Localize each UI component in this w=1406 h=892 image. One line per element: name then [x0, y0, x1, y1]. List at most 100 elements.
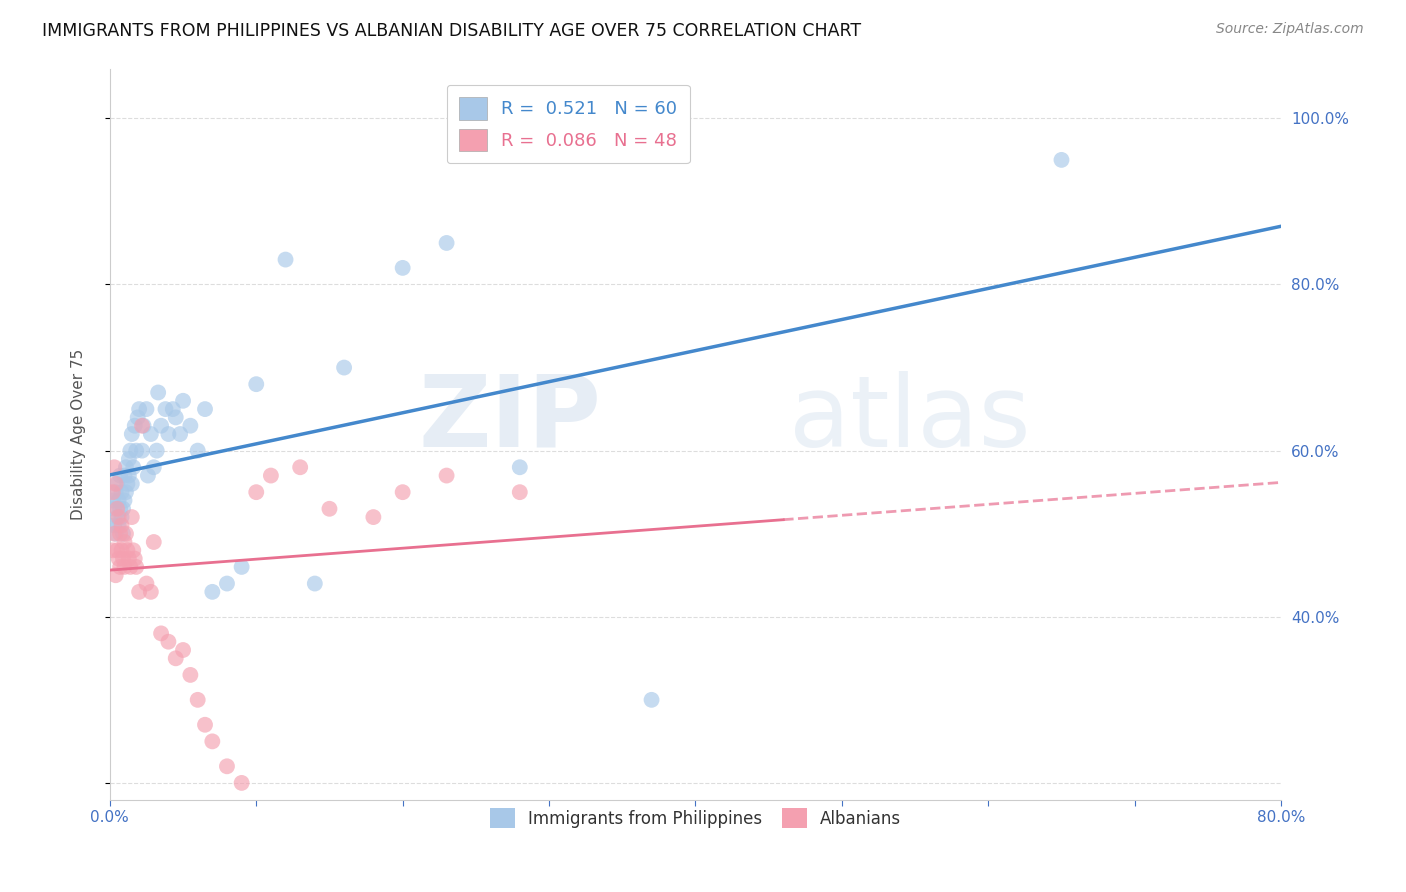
- Point: [157, 427, 180, 442]
- Point: [115, 485, 138, 500]
- Point: [114, 493, 136, 508]
- Point: [194, 402, 217, 417]
- Point: [122, 543, 145, 558]
- Point: [333, 360, 356, 375]
- Point: [157, 634, 180, 648]
- Point: [172, 643, 194, 657]
- Point: [509, 460, 531, 475]
- Point: [107, 510, 129, 524]
- Point: [215, 576, 238, 591]
- Point: [104, 568, 127, 582]
- Point: [118, 452, 141, 467]
- Point: [179, 668, 201, 682]
- Point: [640, 693, 662, 707]
- Point: [201, 734, 224, 748]
- Point: [363, 510, 385, 524]
- Text: atlas: atlas: [789, 371, 1031, 468]
- Point: [110, 543, 132, 558]
- Point: [121, 476, 143, 491]
- Point: [108, 468, 131, 483]
- Point: [110, 485, 132, 500]
- Point: [114, 468, 136, 483]
- Point: [1050, 153, 1073, 167]
- Point: [131, 418, 153, 433]
- Point: [132, 418, 155, 433]
- Point: [155, 402, 177, 417]
- Point: [194, 718, 217, 732]
- Y-axis label: Disability Age Over 75: Disability Age Over 75: [72, 349, 86, 520]
- Point: [103, 460, 125, 475]
- Point: [108, 560, 131, 574]
- Point: [165, 410, 187, 425]
- Point: [104, 485, 127, 500]
- Point: [274, 252, 297, 267]
- Point: [288, 460, 311, 475]
- Point: [120, 443, 142, 458]
- Point: [108, 526, 131, 541]
- Point: [135, 576, 157, 591]
- Point: [117, 543, 139, 558]
- Point: [172, 393, 194, 408]
- Point: [145, 443, 167, 458]
- Point: [124, 418, 146, 433]
- Point: [114, 535, 136, 549]
- Point: [115, 526, 138, 541]
- Point: [127, 410, 149, 425]
- Point: [128, 585, 150, 599]
- Point: [187, 693, 209, 707]
- Point: [101, 493, 124, 508]
- Point: [139, 585, 162, 599]
- Point: [105, 501, 128, 516]
- Point: [107, 551, 129, 566]
- Point: [136, 468, 159, 483]
- Text: Source: ZipAtlas.com: Source: ZipAtlas.com: [1216, 22, 1364, 37]
- Point: [436, 468, 458, 483]
- Text: IMMIGRANTS FROM PHILIPPINES VS ALBANIAN DISABILITY AGE OVER 75 CORRELATION CHART: IMMIGRANTS FROM PHILIPPINES VS ALBANIAN …: [42, 22, 862, 40]
- Point: [117, 476, 139, 491]
- Point: [101, 485, 124, 500]
- Point: [112, 551, 135, 566]
- Point: [169, 427, 191, 442]
- Point: [304, 576, 326, 591]
- Point: [107, 493, 129, 508]
- Point: [165, 651, 187, 665]
- Point: [121, 427, 143, 442]
- Point: [105, 543, 128, 558]
- Point: [318, 501, 340, 516]
- Point: [112, 526, 135, 541]
- Point: [391, 260, 413, 275]
- Point: [509, 485, 531, 500]
- Text: ZIP: ZIP: [419, 371, 602, 468]
- Point: [139, 427, 162, 442]
- Point: [245, 485, 267, 500]
- Point: [108, 501, 131, 516]
- Point: [150, 418, 173, 433]
- Point: [103, 518, 125, 533]
- Point: [135, 402, 157, 417]
- Point: [245, 377, 267, 392]
- Point: [215, 759, 238, 773]
- Point: [118, 468, 141, 483]
- Point: [146, 385, 169, 400]
- Point: [125, 560, 148, 574]
- Point: [105, 476, 128, 491]
- Point: [125, 443, 148, 458]
- Point: [201, 585, 224, 599]
- Point: [110, 518, 132, 533]
- Point: [260, 468, 283, 483]
- Point: [107, 518, 129, 533]
- Point: [114, 560, 136, 574]
- Point: [179, 418, 201, 433]
- Point: [122, 460, 145, 475]
- Point: [121, 510, 143, 524]
- Point: [105, 510, 128, 524]
- Point: [231, 560, 253, 574]
- Point: [391, 485, 413, 500]
- Point: [162, 402, 184, 417]
- Point: [142, 535, 165, 549]
- Point: [112, 501, 135, 516]
- Point: [150, 626, 173, 640]
- Legend: Immigrants from Philippines, Albanians: Immigrants from Philippines, Albanians: [482, 801, 908, 835]
- Point: [131, 443, 153, 458]
- Point: [231, 776, 253, 790]
